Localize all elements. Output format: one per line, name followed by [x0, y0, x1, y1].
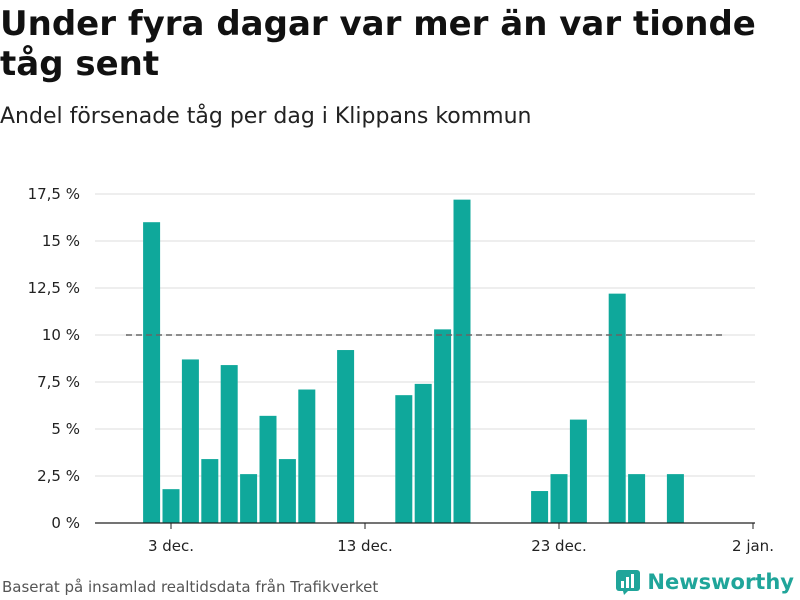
bar: [434, 329, 452, 523]
y-tick-label: 10 %: [42, 326, 80, 344]
y-axis-ticks: 0 % 2,5 % 5 % 7,5 % 10 % 12,5 % 15 % 17,5 %: [28, 185, 80, 532]
bar: [414, 383, 432, 523]
bar: [337, 350, 355, 523]
bar: [240, 474, 258, 523]
bar: [550, 474, 568, 523]
y-tick-label: 2,5 %: [37, 467, 80, 485]
bar: [531, 491, 549, 523]
source-note: Baserat på insamlad realtidsdata från Tr…: [2, 578, 379, 596]
bar: [628, 474, 646, 523]
bar: [143, 222, 161, 523]
bar: [453, 199, 471, 523]
chart-subtitle: Andel försenade tåg per dag i Klippans k…: [0, 104, 532, 129]
bar: [259, 415, 277, 523]
y-tick-label: 15 %: [42, 232, 80, 250]
bar: [220, 365, 238, 523]
y-tick-label: 12,5 %: [28, 279, 80, 297]
x-tick-label: 3 dec.: [148, 537, 194, 555]
y-tick-label: 7,5 %: [37, 373, 80, 391]
bar: [666, 474, 684, 523]
bars: [143, 199, 684, 523]
brand-logo: Newsworthy: [615, 569, 794, 595]
y-tick-label: 5 %: [51, 420, 80, 438]
bar: [395, 395, 413, 523]
bar: [201, 459, 219, 523]
y-tick-label: 17,5 %: [28, 185, 80, 203]
x-tick-label: 13 dec.: [337, 537, 393, 555]
bar: [569, 419, 587, 523]
newsworthy-logo-icon: [616, 570, 641, 595]
bar-chart: 0 % 2,5 % 5 % 7,5 % 10 % 12,5 % 15 % 17,5 % 3 d…: [28, 185, 774, 555]
x-tick-label: 23 dec.: [531, 537, 587, 555]
x-axis-ticks: 3 dec. 13 dec. 23 dec. 2 jan.: [148, 523, 774, 555]
x-tick-label: 2 jan.: [732, 537, 774, 555]
bar: [298, 389, 316, 523]
bar: [162, 489, 180, 523]
bar: [608, 293, 626, 523]
bar: [181, 359, 199, 523]
y-tick-label: 0 %: [51, 514, 80, 532]
chart-title: Under fyra dagar var mer än var tionde t…: [0, 4, 756, 84]
bar: [278, 459, 296, 523]
brand-name: Newsworthy: [647, 570, 794, 594]
